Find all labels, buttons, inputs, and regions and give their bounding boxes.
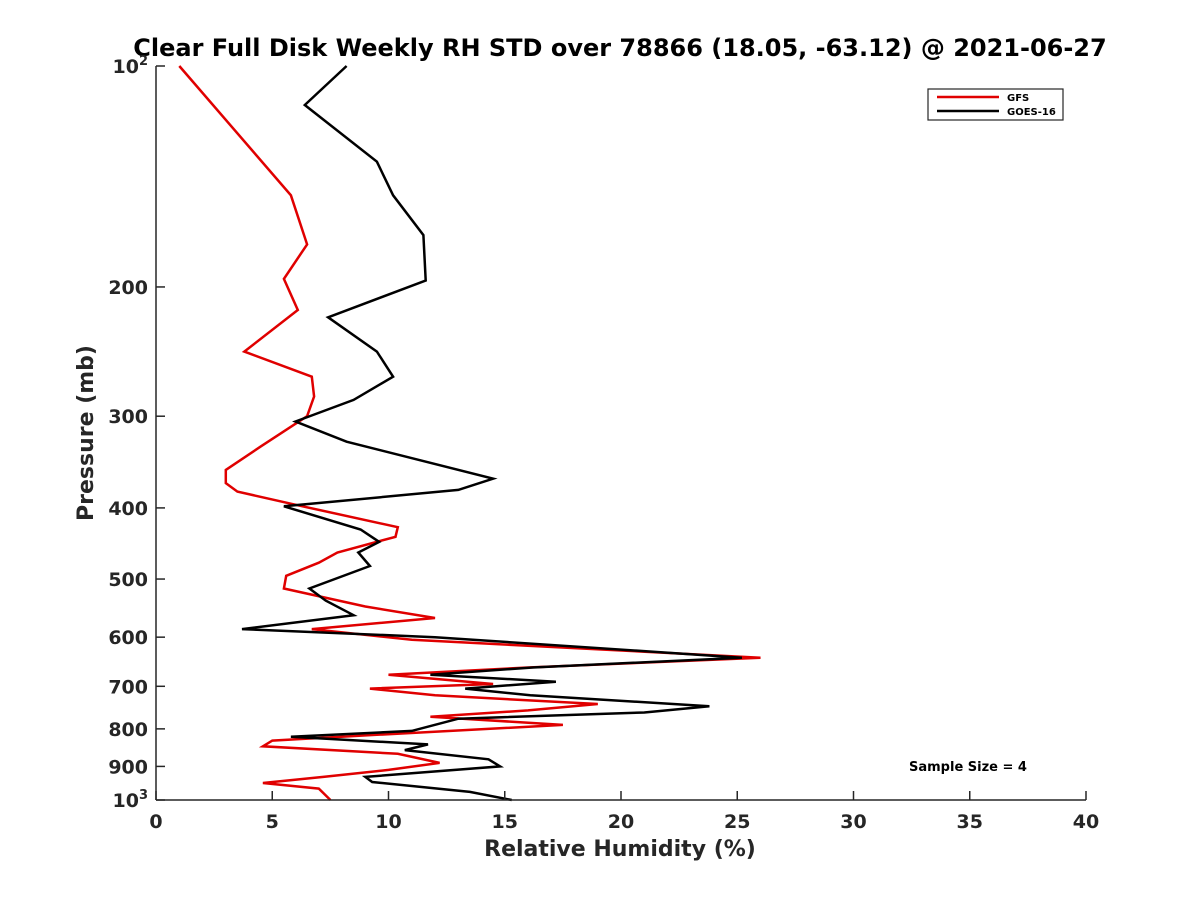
x-tick-label: 0 — [149, 811, 162, 833]
y-axis-label: Pressure (mb) — [74, 345, 99, 521]
chart-title: Clear Full Disk Weekly RH STD over 78866… — [133, 34, 1106, 62]
y-tick-label: 103 — [113, 788, 149, 812]
sample-size-annotation: Sample Size = 4 — [909, 760, 1027, 775]
x-axis-label: Relative Humidity (%) — [484, 837, 756, 862]
x-tick-label: 25 — [724, 811, 750, 833]
plot-area: 0 5 10 15 20 25 30 35 40 102 200 300 400 500 600 700 80… — [108, 54, 1099, 833]
x-tick-label: 10 — [375, 811, 401, 833]
y-tick-label: 600 — [108, 627, 148, 649]
y-tick-label: 400 — [108, 498, 148, 520]
y-tick-label: 200 — [108, 277, 148, 299]
y-tick-label: 500 — [108, 569, 148, 591]
y-tick-label: 300 — [108, 406, 148, 428]
x-ticks: 0 5 10 15 20 25 30 35 40 — [149, 791, 1099, 833]
x-tick-label: 5 — [266, 811, 279, 833]
legend-label-gfs: GFS — [1007, 93, 1029, 104]
series-line-goes-16 — [241, 65, 742, 802]
legend-box — [927, 88, 1064, 121]
y-tick-label: 800 — [108, 719, 148, 741]
series-line-gfs — [178, 65, 761, 801]
x-tick-label: 20 — [608, 811, 634, 833]
legend: GFS GOES-16 — [927, 88, 1064, 121]
y-ticks: 102 200 300 400 500 600 700 800 900 103 — [108, 54, 165, 812]
y-tick-label: 700 — [108, 676, 148, 698]
x-tick-label: 35 — [957, 811, 983, 833]
x-tick-label: 40 — [1073, 811, 1099, 833]
series-layer — [178, 65, 761, 802]
x-tick-label: 15 — [492, 811, 518, 833]
x-tick-label: 30 — [840, 811, 866, 833]
y-tick-label: 900 — [108, 756, 148, 778]
y-tick-label: 102 — [113, 54, 149, 78]
legend-label-goes-16: GOES-16 — [1007, 107, 1056, 118]
